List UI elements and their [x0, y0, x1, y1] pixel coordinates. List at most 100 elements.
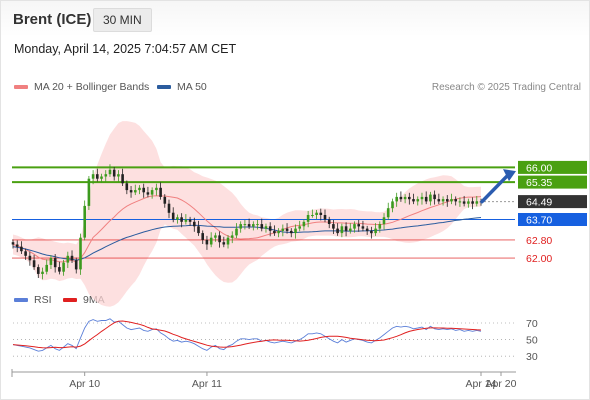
x-tick-label-2: Apr 14 — [466, 378, 497, 390]
candle-body — [424, 196, 428, 202]
candle-body — [222, 242, 226, 245]
price-labels-layer: 66.00 65.35 64.49 63.70 62.80 62.00 — [518, 160, 587, 265]
candle-body — [454, 199, 457, 202]
candle-body — [108, 169, 112, 175]
candle-body — [226, 237, 230, 245]
candle-body — [441, 199, 445, 202]
candle-body — [230, 235, 234, 238]
candle-body — [462, 201, 466, 204]
price-label-bg-2 — [518, 195, 587, 209]
candle-body — [201, 233, 204, 240]
candle-body — [138, 187, 141, 191]
ma9-swatch — [63, 298, 77, 302]
candle-body — [146, 192, 150, 195]
candle-body — [70, 255, 74, 261]
candle-body — [450, 199, 453, 202]
candle-body — [197, 226, 200, 234]
candle-body — [471, 201, 474, 204]
price-label-bg-1 — [518, 175, 587, 189]
candle-body — [243, 224, 247, 226]
legend-rsi-label: RSI — [34, 294, 52, 306]
forecast-arrow-head — [503, 169, 516, 182]
candle-body — [209, 237, 213, 245]
candle-body — [277, 230, 280, 234]
candle-body — [96, 174, 99, 179]
moving-average-layer — [12, 195, 482, 263]
candle-body — [467, 201, 470, 204]
candle-body — [100, 176, 103, 179]
candle-body — [319, 212, 323, 215]
candle-body — [294, 228, 297, 234]
candle-body — [395, 196, 398, 202]
candle-body — [268, 226, 272, 231]
candle-body — [91, 174, 95, 179]
candle-body — [20, 246, 23, 252]
instrument-title: Brent (ICE) — [13, 11, 92, 28]
candle-body — [104, 174, 108, 177]
candle-body — [142, 187, 145, 193]
rsi-tick-70: 70 — [526, 318, 538, 330]
candle-body — [298, 226, 301, 229]
candle-body — [420, 196, 424, 200]
price-label-5: 62.00 — [526, 253, 552, 265]
level-lines-layer — [12, 166, 515, 259]
candle-body — [49, 258, 53, 265]
candle-body — [214, 235, 217, 238]
candle-body — [374, 228, 377, 234]
timeframe-button[interactable]: 30 MIN — [93, 8, 152, 32]
candle-body — [256, 224, 259, 226]
candle-body — [41, 271, 44, 274]
candle-body — [117, 174, 120, 177]
candle-body — [121, 174, 124, 184]
candle-body — [340, 226, 344, 234]
candle-body — [412, 199, 415, 202]
candle-body — [15, 244, 19, 247]
candle-body — [433, 194, 436, 200]
candle-body — [386, 208, 390, 218]
rsi-line — [12, 318, 482, 352]
bollinger-band-layer — [13, 121, 481, 307]
candle-body — [382, 217, 386, 225]
candle-body — [252, 224, 255, 227]
candle-body — [408, 196, 411, 200]
candle-body — [134, 190, 137, 193]
candle-body — [159, 187, 162, 197]
candle-body — [336, 228, 339, 234]
candle-body — [155, 187, 158, 191]
rsi-tick-30: 30 — [526, 351, 538, 363]
candle-body — [370, 230, 373, 234]
candle-body — [58, 267, 61, 272]
candle-body — [32, 260, 36, 268]
candle-body — [475, 201, 479, 204]
candle-body — [290, 230, 293, 234]
candle-body — [28, 255, 32, 261]
candle-body — [264, 226, 268, 229]
candle-body — [357, 224, 360, 227]
candle-body — [62, 262, 65, 272]
header-bar: Brent (ICE) 30 MIN — [1, 1, 589, 37]
ma50-swatch — [157, 85, 171, 89]
candle-body — [353, 224, 356, 229]
ma50-line — [12, 217, 482, 261]
candle-body — [344, 226, 348, 231]
ma20-line — [12, 195, 482, 263]
candle-body — [167, 203, 171, 213]
candle-body — [446, 199, 449, 202]
legend-ma20-label: MA 20 + Bollinger Bands — [34, 81, 150, 93]
candle-body — [112, 169, 116, 177]
candle-body — [24, 251, 27, 256]
rsi-tick-50: 50 — [526, 335, 538, 347]
candle-body — [53, 258, 57, 268]
candles-layer — [11, 164, 483, 280]
rsi-panel: 70 50 30 — [12, 318, 538, 363]
candle-body — [239, 224, 242, 229]
x-tick-label-3: Apr 20 — [486, 378, 517, 390]
candle-body — [365, 228, 369, 231]
candle-body — [391, 201, 394, 209]
candle-body — [218, 235, 221, 243]
candle-body — [188, 219, 192, 222]
candle-body — [315, 212, 318, 215]
candle-body — [311, 215, 314, 216]
